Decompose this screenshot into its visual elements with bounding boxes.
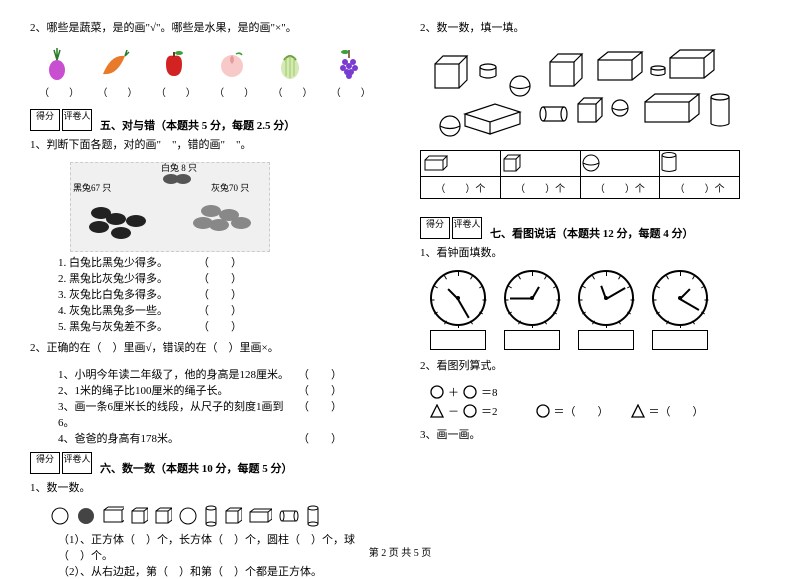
q5-2: 2、正确的在（ ）里画√，错误的在（ ）里画×。 [30,340,380,358]
q-count: 2、数一数，填一填。 [420,20,770,38]
tf-list-1: 1. 白兔比黑兔少得多。（ ） 2. 黑兔比灰兔少得多。（ ） 3. 灰兔比白兔… [58,254,380,334]
cylinder-icon [660,150,740,176]
cuboid-icon [421,150,501,176]
veg-item: （ ） [97,46,137,99]
veg-item: （ ） [156,46,196,99]
cube-icon [500,150,580,176]
answer-box[interactable] [504,330,560,350]
q6-line2: （2）、从右边起，第（ ）和第（ ）个都是正方体。 [58,563,380,579]
answer-box[interactable] [430,330,486,350]
veg-item: （ ） [39,46,79,99]
section7-header: 得分 评卷人 七、看图说话（本题共 12 分，每题 4 分） [420,211,770,241]
clock [578,270,634,326]
clock [652,270,708,326]
right-column: 2、数一数，填一填。 [420,20,770,535]
answer-box[interactable] [652,330,708,350]
q6-1: 1、数一数。 [30,480,380,498]
veg-item: （ ） [272,46,312,99]
veg-item: （ ） [331,46,371,99]
count-table: （ ）个 （ ）个 （ ）个 （ ）个 [420,150,740,199]
rabbit-illustration: 白兔 8 只 黑兔67 只 灰兔70 只 [70,162,270,252]
count-shapes [420,46,740,146]
sphere-icon [580,150,660,176]
q7-1: 1、看钟面填数。 [420,245,770,263]
q7-3: 3、画一画。 [420,427,770,445]
score-cell: 得分 [30,109,60,131]
clock [504,270,560,326]
tf-list-2: 1、小明今年读二年级了，他的身高是128厘米。（ ） 2、1米的绳子比100厘米… [58,366,380,446]
page-footer: 第 2 页 共 5 页 [0,544,800,559]
clocks-row [430,270,770,326]
shapes-line [50,505,380,527]
score-box: 得分 评卷人 [30,452,92,474]
clock [430,270,486,326]
veg-items: （ ） （ ） （ ） （ ） （ ） （ ） [30,46,380,99]
score-box: 得分 评卷人 [420,217,482,239]
q-veg-fruit: 2、哪些是蔬菜，是的画"√"。哪些是水果，是的画"×"。 [30,20,380,38]
section6-header: 得分 评卷人 六、数一数（本题共 10 分，每题 5 分） [30,446,380,476]
section7-title: 七、看图说话（本题共 12 分，每题 4 分） [490,225,694,241]
section6-title: 六、数一数（本题共 10 分，每题 5 分） [100,460,293,476]
score-box: 得分 评卷人 [30,109,92,131]
q7-2: 2、看图列算式。 [420,358,770,376]
section5-title: 五、对与错（本题共 5 分，每题 2.5 分） [100,117,295,133]
veg-item: （ ） [214,46,254,99]
eq1: ＋ ＝8 [430,384,770,400]
answer-box[interactable] [578,330,634,350]
eq2: － ＝2 ＝（ ） ＝（ ） [430,403,770,419]
grader-cell: 评卷人 [62,109,92,131]
q5-1: 1、判断下面各题，对的画" "，错的画" "。 [30,137,380,155]
left-column: 2、哪些是蔬菜，是的画"√"。哪些是水果，是的画"×"。 （ ） （ ） （ ）… [30,20,380,535]
section5-header: 得分 评卷人 五、对与错（本题共 5 分，每题 2.5 分） [30,103,380,133]
clock-answer-boxes [430,330,770,350]
